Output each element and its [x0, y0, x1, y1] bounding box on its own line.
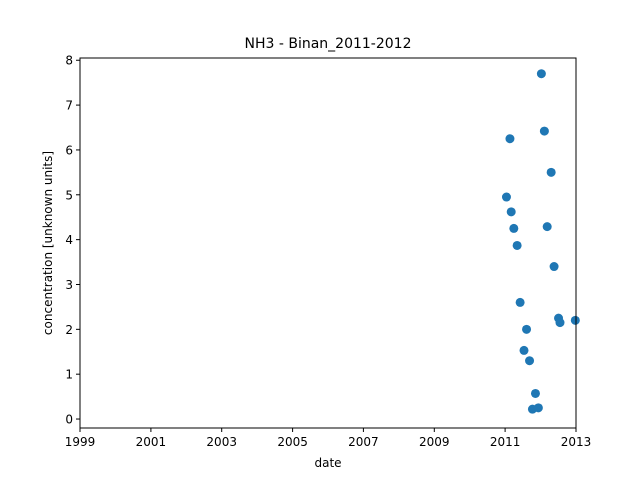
- data-points: [501, 69, 580, 414]
- data-point: [525, 356, 535, 366]
- x-tick-label: 1999: [65, 435, 96, 449]
- y-tick-label: 6: [65, 143, 73, 157]
- x-axis-label: date: [314, 456, 341, 470]
- data-point: [522, 324, 532, 334]
- data-point: [512, 240, 522, 250]
- y-tick-label: 8: [65, 54, 73, 68]
- data-point: [546, 167, 556, 177]
- x-tick-label: 2013: [561, 435, 592, 449]
- x-tick-label: 2009: [419, 435, 450, 449]
- x-tick-label: 2011: [490, 435, 521, 449]
- data-point: [549, 262, 559, 272]
- data-point: [505, 134, 515, 144]
- y-tick-label: 1: [65, 368, 73, 382]
- data-point: [515, 297, 525, 307]
- data-point: [539, 126, 549, 136]
- x-tick-label: 2003: [206, 435, 237, 449]
- data-point: [533, 403, 543, 413]
- data-point: [536, 69, 546, 79]
- data-point: [519, 345, 529, 355]
- x-tick-label: 2001: [136, 435, 167, 449]
- data-point: [509, 223, 519, 233]
- data-point: [542, 222, 552, 232]
- chart-title: NH3 - Binan_2011-2012: [245, 36, 412, 52]
- data-point: [555, 318, 565, 328]
- y-tick-label: 0: [65, 413, 73, 427]
- y-tick-label: 7: [65, 99, 73, 113]
- plot-frame: [79, 57, 577, 429]
- x-tick-label: 2007: [348, 435, 379, 449]
- y-axis-ticks: 0 1 2 3 4 5 6 7 8: [65, 54, 80, 427]
- data-point: [570, 315, 580, 325]
- y-tick-label: 5: [65, 188, 73, 202]
- x-tick-label: 2005: [277, 435, 308, 449]
- data-point: [506, 207, 516, 217]
- x-axis-ticks: 1999 2001 2003 2005 2007 2009 2011 2013: [65, 428, 592, 449]
- data-point: [501, 192, 511, 202]
- data-point: [530, 388, 540, 398]
- y-tick-label: 3: [65, 278, 73, 292]
- plot-area: [80, 58, 576, 428]
- y-axis-label: concentration [unknown units]: [41, 151, 55, 335]
- y-tick-label: 2: [65, 323, 73, 337]
- y-tick-label: 4: [65, 233, 73, 247]
